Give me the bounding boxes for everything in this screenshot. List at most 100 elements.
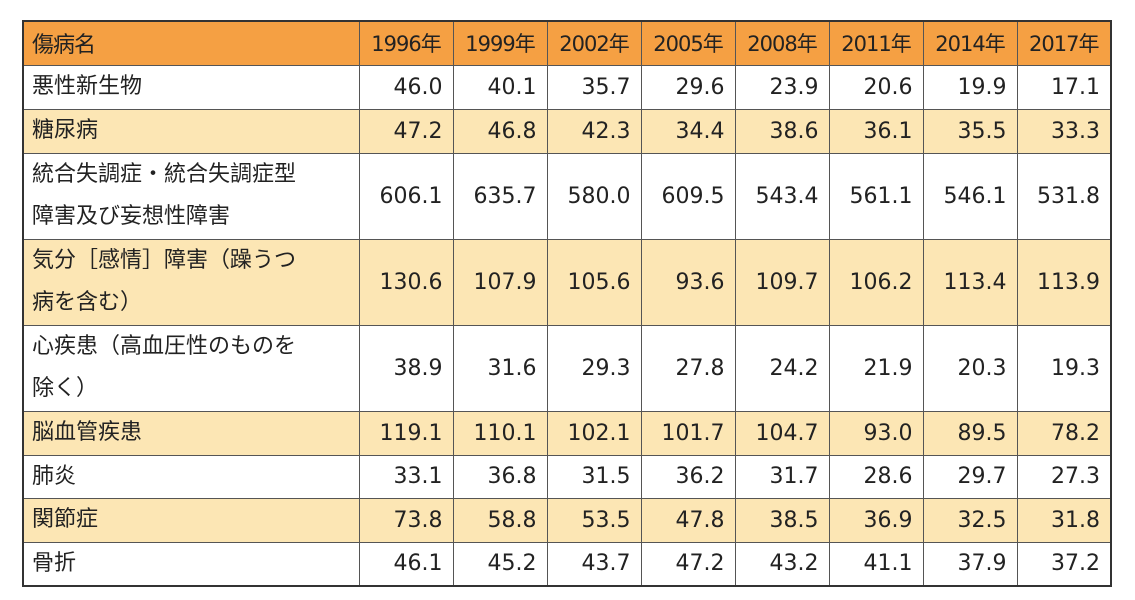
disease-name-line: 骨折	[32, 550, 77, 576]
value-cell: 102.1	[546, 410, 642, 456]
value-cell: 101.7	[640, 410, 736, 456]
value-cell: 20.6	[828, 64, 924, 110]
value-cell: 113.4	[922, 238, 1018, 326]
value-cell: 43.7	[546, 541, 642, 586]
value-cell: 561.1	[828, 152, 924, 240]
value-cell: 105.6	[546, 238, 642, 326]
table-container: 傷病名 1996年 1999年 2002年 2005年 2008年 2011年 …	[22, 20, 1112, 587]
value-cell: 47.2	[640, 541, 736, 586]
value-cell: 109.7	[734, 238, 830, 326]
value-cell: 110.1	[452, 410, 548, 456]
disease-name-line: 病を含む）	[32, 290, 143, 315]
value-cell: 53.5	[546, 497, 642, 543]
table-row: 糖尿病 47.2 46.8 42.3 34.4 38.6 36.1 35.5 33.3	[22, 108, 1112, 154]
value-cell: 78.2	[1016, 410, 1112, 456]
table-row: 悪性新生物 46.0 40.1 35.7 29.6 23.9 20.6 19.9 17.1	[22, 64, 1112, 110]
value-cell: 543.4	[734, 152, 830, 240]
value-cell: 106.2	[828, 238, 924, 326]
value-cell: 113.9	[1016, 238, 1112, 326]
value-cell: 89.5	[922, 410, 1018, 456]
header-year: 2017年	[1016, 20, 1112, 66]
value-cell: 17.1	[1016, 64, 1112, 110]
value-cell: 42.3	[546, 108, 642, 154]
value-cell: 46.8	[452, 108, 548, 154]
table-row: 気分［感情］障害（躁うつ 病を含む） 130.6 107.9 105.6 93.6 109.…	[22, 238, 1112, 326]
value-cell: 606.1	[358, 152, 454, 240]
value-cell: 27.8	[640, 324, 736, 412]
value-cell: 104.7	[734, 410, 830, 456]
table-row: 心疾患（高血圧性のものを 除く） 38.9 31.6 29.3 27.8 24.2 21.9 2…	[22, 324, 1112, 412]
value-cell: 635.7	[452, 152, 548, 240]
table-row: 骨折 46.1 45.2 43.7 47.2 43.2 41.1 37.9 37.2	[22, 541, 1112, 586]
disease-name-cell: 肺炎	[22, 454, 360, 499]
disease-name-line: 気分［感情］障害（躁うつ	[32, 248, 297, 273]
header-year: 2005年	[640, 20, 736, 66]
value-cell: 35.7	[546, 64, 642, 110]
table-row: 関節症 73.8 58.8 53.5 47.8 38.5 36.9 32.5 31.8	[22, 497, 1112, 543]
value-cell: 31.8	[1016, 497, 1112, 543]
value-cell: 47.8	[640, 497, 736, 543]
value-cell: 19.3	[1016, 324, 1112, 412]
value-cell: 32.5	[922, 497, 1018, 543]
value-cell: 28.6	[828, 454, 924, 499]
header-row: 傷病名 1996年 1999年 2002年 2005年 2008年 2011年 …	[22, 20, 1112, 66]
value-cell: 43.2	[734, 541, 830, 586]
value-cell: 36.1	[828, 108, 924, 154]
value-cell: 24.2	[734, 324, 830, 412]
value-cell: 33.3	[1016, 108, 1112, 154]
value-cell: 47.2	[358, 108, 454, 154]
disease-name-cell: 骨折	[22, 541, 360, 586]
value-cell: 531.8	[1016, 152, 1112, 240]
value-cell: 31.6	[452, 324, 548, 412]
value-cell: 34.4	[640, 108, 736, 154]
value-cell: 31.5	[546, 454, 642, 499]
value-cell: 31.7	[734, 454, 830, 499]
value-cell: 37.9	[922, 541, 1018, 586]
disease-name-cell: 関節症	[22, 497, 360, 543]
disease-name-cell: 統合失調症・統合失調症型 障害及び妄想性障害	[22, 152, 360, 240]
value-cell: 107.9	[452, 238, 548, 326]
header-year: 2014年	[922, 20, 1018, 66]
value-cell: 580.0	[546, 152, 642, 240]
value-cell: 38.5	[734, 497, 830, 543]
value-cell: 38.9	[358, 324, 454, 412]
value-cell: 36.9	[828, 497, 924, 543]
header-year: 1996年	[358, 20, 454, 66]
value-cell: 29.7	[922, 454, 1018, 499]
value-cell: 35.5	[922, 108, 1018, 154]
value-cell: 58.8	[452, 497, 548, 543]
value-cell: 37.2	[1016, 541, 1112, 586]
value-cell: 21.9	[828, 324, 924, 412]
disease-name-line: 心疾患（高血圧性のものを	[32, 334, 297, 359]
header-disease-name: 傷病名	[22, 20, 360, 66]
header-year: 2008年	[734, 20, 830, 66]
disease-name-cell: 糖尿病	[22, 108, 360, 154]
value-cell: 546.1	[922, 152, 1018, 240]
value-cell: 45.2	[452, 541, 548, 586]
disease-name-cell: 脳血管疾患	[22, 410, 360, 456]
value-cell: 93.6	[640, 238, 736, 326]
table-body: 悪性新生物 46.0 40.1 35.7 29.6 23.9 20.6 19.9 17.1 糖尿病…	[22, 64, 1112, 586]
value-cell: 20.3	[922, 324, 1018, 412]
value-cell: 19.9	[922, 64, 1018, 110]
disease-name-line: 脳血管疾患	[32, 420, 143, 445]
header-year: 1999年	[452, 20, 548, 66]
value-cell: 36.8	[452, 454, 548, 499]
disease-name-line: 除く）	[32, 376, 99, 401]
value-cell: 119.1	[358, 410, 454, 456]
value-cell: 29.6	[640, 64, 736, 110]
value-cell: 609.5	[640, 152, 736, 240]
disease-name-line: 肺炎	[32, 463, 77, 489]
value-cell: 46.0	[358, 64, 454, 110]
value-cell: 38.6	[734, 108, 830, 154]
header-year: 2002年	[546, 20, 642, 66]
value-cell: 33.1	[358, 454, 454, 499]
disease-name-line: 障害及び妄想性障害	[32, 204, 231, 229]
value-cell: 40.1	[452, 64, 548, 110]
disease-name-line: 関節症	[32, 507, 99, 532]
disease-name-cell: 気分［感情］障害（躁うつ 病を含む）	[22, 238, 360, 326]
value-cell: 36.2	[640, 454, 736, 499]
value-cell: 73.8	[358, 497, 454, 543]
value-cell: 29.3	[546, 324, 642, 412]
disease-name-line: 糖尿病	[32, 118, 99, 143]
